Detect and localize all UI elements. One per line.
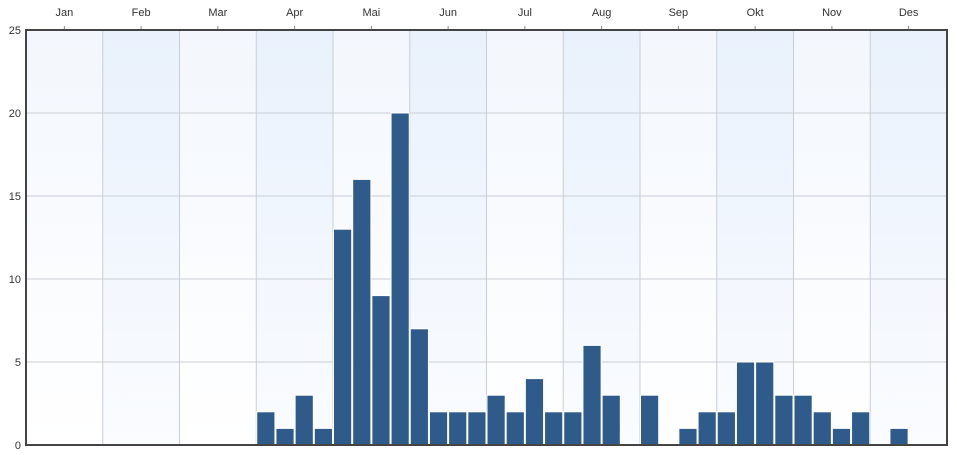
x-tick-label: Feb — [132, 7, 151, 19]
bar — [678, 427, 698, 446]
x-tick-label: Mai — [363, 7, 381, 19]
month-band — [102, 30, 180, 445]
y-tick-label: 25 — [9, 25, 21, 37]
x-tick-label: Aug — [592, 7, 612, 19]
bar — [428, 411, 449, 446]
x-tick-label: Jul — [518, 7, 532, 19]
bar — [390, 112, 410, 446]
y-tick-label: 0 — [15, 440, 21, 452]
bar — [505, 411, 525, 446]
bar — [582, 344, 602, 446]
x-tick-label: Des — [899, 7, 919, 19]
y-tick-label: 20 — [9, 108, 21, 120]
bar — [831, 427, 852, 446]
bar — [793, 394, 813, 446]
month-band — [870, 30, 947, 445]
bar — [640, 394, 660, 446]
bar — [812, 411, 832, 446]
x-axis: Jan Feb Mar Apr Mai Jun Jul Aug Sep Okt Nov Des — [56, 7, 919, 30]
y-axis: 0 5 10 15 20 25 — [9, 25, 21, 452]
bar — [601, 394, 621, 446]
x-tick-label: Jun — [439, 7, 457, 19]
bar — [524, 378, 545, 446]
x-tick-label: Mar — [208, 7, 227, 19]
bar — [448, 411, 468, 446]
bar — [333, 228, 353, 446]
x-tick-label: Sep — [669, 7, 689, 19]
bar — [774, 394, 794, 446]
x-tick-label: Okt — [747, 7, 764, 19]
plot-frame — [25, 29, 948, 446]
bar — [409, 328, 429, 446]
bar — [851, 411, 871, 446]
y-tick-label: 10 — [9, 274, 21, 286]
bar — [563, 411, 583, 446]
bar — [313, 427, 333, 446]
bar — [755, 361, 775, 446]
bar — [294, 394, 314, 446]
bar — [544, 411, 564, 446]
bar — [889, 427, 909, 446]
bars — [256, 112, 909, 446]
bar — [256, 411, 276, 446]
bar — [486, 394, 506, 446]
bar — [371, 295, 391, 446]
y-tick-label: 15 — [9, 191, 21, 203]
bar — [716, 411, 736, 446]
x-tick-label: Jan — [56, 7, 74, 19]
month-band — [256, 30, 333, 445]
x-tick-label: Nov — [822, 7, 842, 19]
bar — [352, 178, 372, 446]
bar — [467, 411, 487, 446]
x-tick-label: Apr — [286, 7, 303, 19]
bar — [735, 361, 756, 446]
bar — [697, 411, 717, 446]
bar — [275, 427, 295, 446]
y-tick-label: 5 — [15, 357, 21, 369]
